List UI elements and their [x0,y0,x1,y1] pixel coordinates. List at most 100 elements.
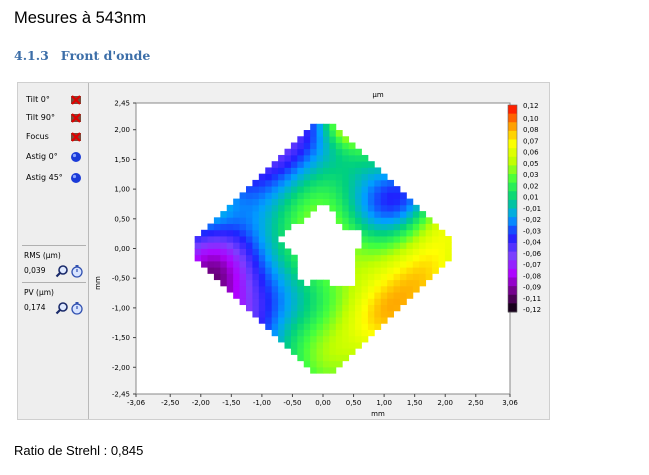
colorbar-label: -0,11 [523,295,541,303]
heatmap-cell [213,229,221,237]
heatmap-cell [284,323,292,330]
heatmap-cell [323,167,330,175]
heatmap-cell [393,211,401,218]
heatmap-cell [348,154,356,162]
heatmap-cell [303,342,311,349]
heatmap-cell [271,204,279,212]
colorbar-label: -0,03 [523,227,541,235]
heatmap-cell [348,285,356,293]
heatmap-cell [297,304,305,312]
heatmap-cell [387,211,394,218]
red-x-icon[interactable] [70,94,82,106]
heatmap-cell [406,254,414,262]
heatmap-cell [265,279,273,287]
heatmap-cell [380,242,388,249]
heatmap-cell [438,248,446,256]
heatmap-cell [425,260,433,268]
zoom-icon[interactable] [55,301,69,315]
heatmap-cell [342,198,350,206]
heatmap-cell [419,223,427,231]
heatmap-cell [419,242,427,249]
heatmap-cell [342,342,350,349]
heatmap-cell [342,173,350,181]
heatmap-cell [374,304,382,312]
heatmap-cell [310,298,317,306]
blue-dot-icon[interactable] [70,172,82,184]
heatmap-cell [342,323,350,330]
heatmap-cell [323,335,330,343]
heatmap-cell [310,342,317,349]
heatmap-cell [432,236,439,243]
heatmap-cell [374,186,382,193]
heatmap-cell [412,204,420,212]
heatmap-cell [329,142,337,150]
heatmap-cell [290,335,298,343]
red-x-icon[interactable] [70,112,82,124]
heatmap-cell [406,267,414,274]
heatmap-cell [432,254,439,262]
heatmap-cell [220,217,228,224]
heatmap-cell [246,279,253,287]
heatmap-cell [284,273,292,281]
heatmap-cell [303,360,311,368]
heatmap-cell [367,292,375,299]
heatmap-cell [239,198,247,206]
heatmap-cell [226,204,234,212]
heatmap-cell [303,211,311,218]
heatmap-cell [290,173,298,181]
heatmap-cell [316,136,324,143]
heatmap-cell [367,248,375,256]
heatmap-cell [258,223,266,231]
heatmap-cell [355,329,362,337]
heatmap-cell [342,292,350,299]
heatmap-cell [367,279,375,287]
x-tick-label: 2,50 [468,399,484,407]
heatmap-cell [239,267,247,274]
heatmap-cell [252,248,260,256]
heatmap-cell [297,211,305,218]
heatmap-cell [271,254,279,262]
y-tick-label: -2,00 [112,364,130,372]
heatmap-cell [367,304,375,312]
heatmap-cell [361,248,369,256]
heatmap-cell [329,329,337,337]
heatmap-cell [246,211,253,218]
heatmap-cell [342,204,350,212]
heatmap-cell [367,267,375,274]
heatmap-cell [297,279,305,287]
heatmap-cell [400,267,407,274]
stopwatch-icon[interactable] [70,264,84,278]
heatmap-cell [361,173,369,181]
aberration-panel: Tilt 0° Tilt 90° Focus Astig 0° Astig 45… [18,83,89,419]
red-x-icon[interactable] [70,131,82,143]
x-tick-label: -0,50 [283,399,301,407]
heatmap-cell [310,148,317,156]
stopwatch-icon[interactable] [70,301,84,315]
heatmap-cell [335,148,343,156]
heatmap-cell [271,186,279,193]
heatmap-cell [271,260,279,268]
panel-divider [22,282,86,283]
heatmap-cell [271,304,279,312]
heatmap-cell [233,254,240,262]
heatmap-cell [303,192,311,200]
heatmap-cell [213,267,221,274]
y-tick-label: 0,50 [114,215,130,223]
colorbar-label: -0,08 [523,272,541,280]
heatmap-cell [265,310,273,318]
heatmap-cell [342,179,350,187]
blue-dot-icon[interactable] [70,151,82,163]
heatmap-cell [252,179,260,187]
heatmap-cell [400,204,407,212]
heatmap-cell [290,192,298,200]
heatmap-cell [303,204,311,212]
heatmap-cell [271,167,279,175]
colorbar-cell [508,139,517,149]
heatmap-cell [355,173,362,181]
heatmap-cell [265,186,273,193]
heatmap-cell [393,229,401,237]
zoom-icon[interactable] [55,264,69,278]
heatmap-cell [393,273,401,281]
heatmap-cell [201,242,208,249]
heatmap-cell [367,310,375,318]
